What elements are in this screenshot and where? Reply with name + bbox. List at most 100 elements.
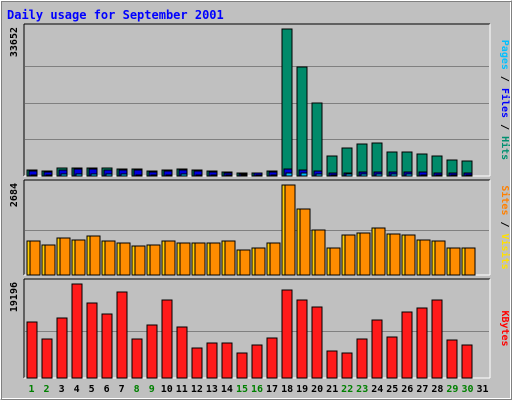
- bar-sites-day-7: [119, 242, 131, 276]
- panel-legend: KBytes: [499, 310, 510, 346]
- y-max-label: 19196: [9, 282, 20, 312]
- bar-pages-day-7: [120, 173, 128, 177]
- day-label-15: 15: [236, 384, 248, 395]
- day-label-2: 2: [43, 384, 49, 395]
- day-label-26: 26: [401, 384, 413, 395]
- bar-pages-day-28: [435, 174, 443, 177]
- bar-sites-day-19: [299, 208, 311, 276]
- bar-kbytes-day-1: [26, 321, 38, 379]
- series-pages: [30, 172, 473, 177]
- bar-kbytes-day-11: [176, 326, 188, 379]
- bar-sites-day-14: [224, 240, 236, 276]
- day-label-24: 24: [371, 384, 383, 395]
- bar-kbytes-day-30: [461, 344, 473, 379]
- chart-title: Daily usage for September 2001: [7, 8, 224, 22]
- bar-sites-day-8: [134, 245, 146, 276]
- bar-pages-day-1: [30, 174, 38, 177]
- bar-pages-day-29: [450, 174, 458, 177]
- bar-pages-day-6: [105, 173, 113, 177]
- bar-sites-day-30: [464, 247, 476, 276]
- bar-pages-day-15: [240, 174, 248, 177]
- bar-kbytes-day-18: [281, 289, 293, 379]
- bar-kbytes-day-26: [401, 311, 413, 379]
- bar-kbytes-day-15: [236, 352, 248, 379]
- bar-sites-day-17: [269, 242, 281, 276]
- day-label-4: 4: [74, 384, 80, 395]
- bar-pages-day-17: [270, 174, 278, 177]
- day-label-27: 27: [416, 384, 428, 395]
- bar-sites-day-26: [404, 234, 416, 276]
- bar-kbytes-day-16: [251, 344, 263, 379]
- bar-pages-day-22: [345, 173, 353, 177]
- panel-background: [24, 24, 490, 176]
- bar-kbytes-day-4: [71, 283, 83, 379]
- day-label-20: 20: [311, 384, 323, 395]
- bar-sites-day-3: [59, 237, 71, 276]
- legend-entry: Sites: [499, 185, 511, 215]
- panel-visits: 2684 Sites / Visits: [9, 179, 511, 276]
- day-label-22: 22: [341, 384, 353, 395]
- chart-panels: 33652 Pages / Files / Hits 2684 Sites / Vis…: [9, 23, 511, 379]
- bar-kbytes-day-2: [41, 338, 53, 379]
- panel-legend: Sites / Visits: [499, 185, 511, 269]
- day-label-19: 19: [296, 384, 308, 395]
- day-label-5: 5: [89, 384, 95, 395]
- bar-sites-day-22: [344, 234, 356, 276]
- bar-kbytes-day-10: [161, 299, 173, 379]
- panel-hits: 33652 Pages / Files / Hits: [9, 23, 511, 177]
- bar-kbytes-day-22: [341, 352, 353, 379]
- panel-kbytes: 19196 KBytes: [9, 278, 510, 379]
- bar-pages-day-2: [45, 174, 53, 177]
- bar-kbytes-day-14: [221, 342, 233, 379]
- bar-kbytes-day-9: [146, 324, 158, 379]
- day-label-6: 6: [104, 384, 110, 395]
- bar-sites-day-16: [254, 247, 266, 276]
- bar-hits-day-19: [296, 66, 308, 177]
- bar-pages-day-4: [75, 173, 83, 177]
- bar-sites-day-23: [359, 232, 371, 276]
- bar-sites-day-2: [44, 244, 56, 276]
- bar-sites-day-13: [209, 242, 221, 276]
- day-label-12: 12: [191, 384, 203, 395]
- bar-sites-day-6: [104, 240, 116, 276]
- bar-kbytes-day-6: [101, 313, 113, 379]
- bar-pages-day-25: [390, 173, 398, 177]
- bar-kbytes-day-7: [116, 291, 128, 379]
- bar-pages-day-23: [360, 173, 368, 177]
- day-label-29: 29: [446, 384, 458, 395]
- bar-kbytes-day-8: [131, 338, 143, 379]
- bar-pages-day-21: [330, 174, 338, 177]
- bar-pages-day-16: [255, 174, 263, 177]
- legend-entry: Hits: [499, 136, 511, 160]
- bar-kbytes-day-28: [431, 299, 443, 379]
- bar-kbytes-day-19: [296, 299, 308, 379]
- day-label-1: 1: [28, 384, 34, 395]
- bar-sites-day-5: [89, 235, 101, 276]
- legend-entry: /: [499, 118, 510, 136]
- x-axis-day-labels: 1 2 3 4 5 6 7 8 9 10 11 12 13 14 15 16 17 18 19 20 21 22 23 24 2…: [28, 384, 488, 395]
- bar-sites-day-27: [419, 239, 431, 276]
- bar-pages-day-9: [150, 174, 158, 177]
- bar-kbytes-day-5: [86, 302, 98, 379]
- bar-kbytes-day-23: [356, 338, 368, 379]
- bar-sites-day-29: [449, 247, 461, 276]
- bar-pages-day-10: [165, 174, 173, 177]
- day-label-8: 8: [134, 384, 140, 395]
- day-label-21: 21: [326, 384, 338, 395]
- bar-sites-day-21: [329, 247, 341, 276]
- bar-pages-day-19: [300, 172, 308, 177]
- day-label-25: 25: [386, 384, 398, 395]
- bar-hits-day-22: [341, 147, 353, 177]
- bar-pages-day-20: [315, 173, 323, 177]
- bar-pages-day-24: [375, 173, 383, 177]
- bar-pages-day-13: [210, 174, 218, 177]
- bar-kbytes-day-21: [326, 350, 338, 379]
- bar-kbytes-day-12: [191, 347, 203, 379]
- bar-kbytes-day-3: [56, 317, 68, 379]
- panel-legend: Pages / Files / Hits: [499, 40, 511, 160]
- series-kbytes: [26, 283, 473, 379]
- bar-kbytes-day-20: [311, 306, 323, 379]
- day-label-16: 16: [251, 384, 263, 395]
- legend-entry: Files: [499, 88, 511, 118]
- day-label-11: 11: [176, 384, 188, 395]
